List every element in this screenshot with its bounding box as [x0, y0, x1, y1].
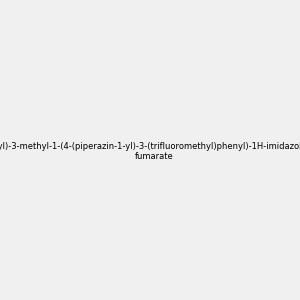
- Text: 8-(6-Methoxypyridin-3-yl)-3-methyl-1-(4-(piperazin-1-yl)-3-(trifluoromethyl)phen: 8-(6-Methoxypyridin-3-yl)-3-methyl-1-(4-…: [0, 142, 300, 161]
